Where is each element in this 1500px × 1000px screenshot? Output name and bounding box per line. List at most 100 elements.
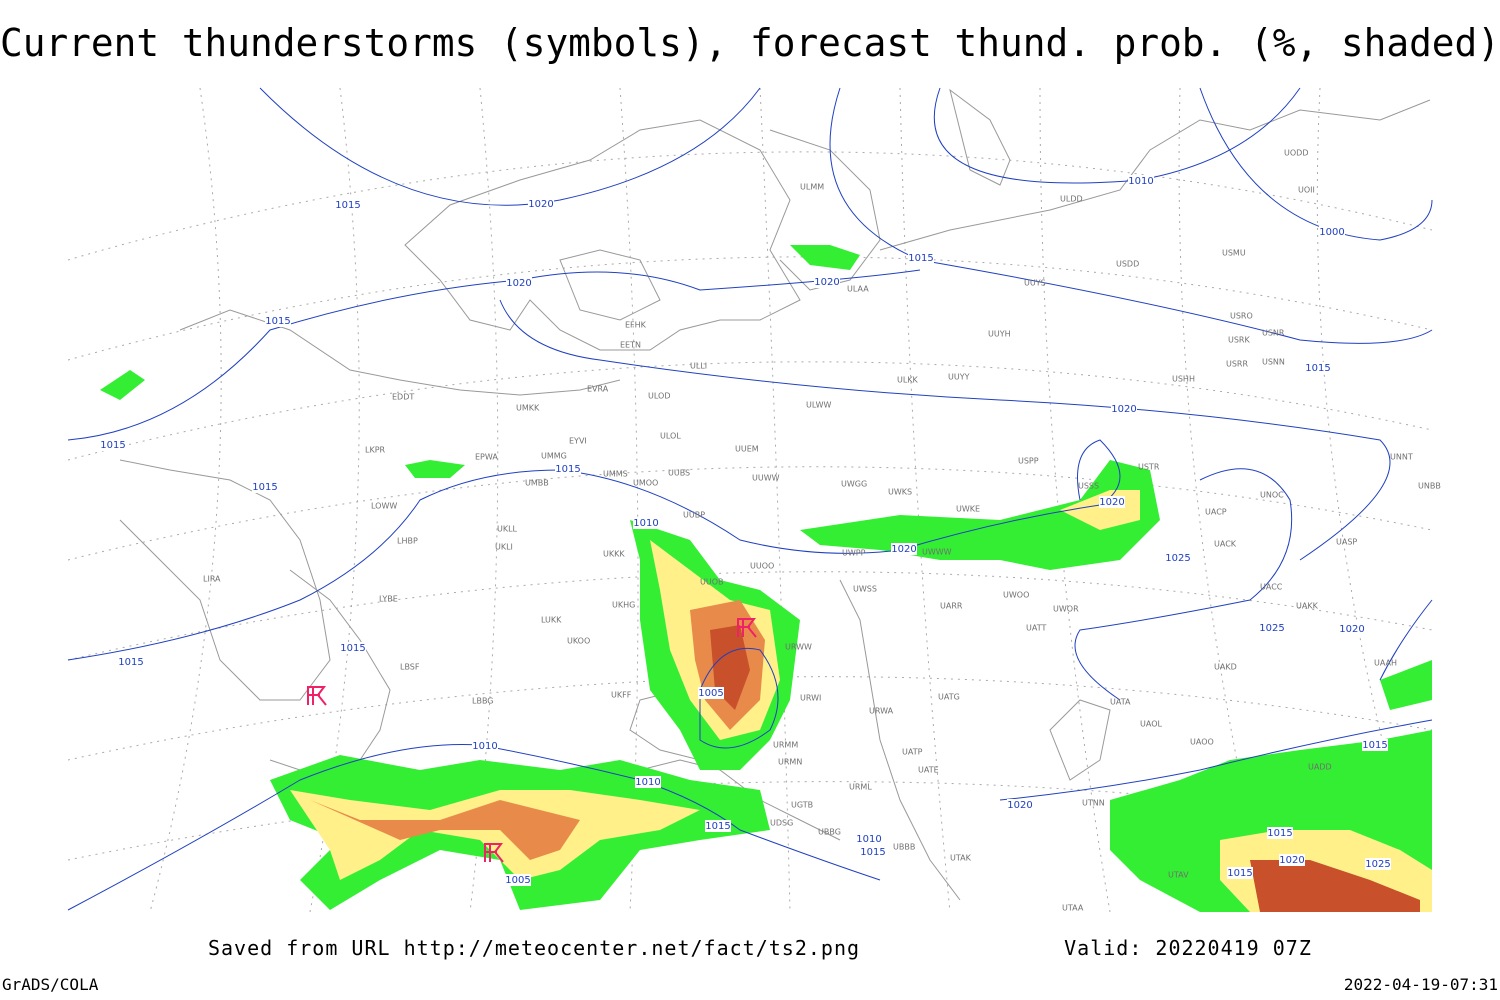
isobar-label-bg [528,198,554,210]
station-label: UBBB [893,843,915,852]
station-label: UNOC [1260,491,1284,500]
isobar-label-bg [1227,867,1253,879]
station-label: UAAH [1374,659,1397,668]
isobar-label-bg [1259,622,1285,634]
station-label: UKOO [567,637,590,646]
isobar-label: 1015 [705,821,730,832]
isobar [67,743,881,911]
isobar-label: 1015 [1227,868,1252,879]
station-label: UACK [1214,540,1237,549]
isobar [499,299,1391,561]
isobar-label: 1010 [856,834,881,845]
isobar-label: 1015 [1267,828,1292,839]
isobar-label-bg [1279,854,1305,866]
station-label: USTR [1138,463,1160,472]
probability-shading [1380,660,1432,710]
station-label: UBBG [818,828,841,837]
isobar-label: 1015 [265,316,290,327]
isobar-label: 1015 [1305,363,1330,374]
coastline [289,569,391,761]
isobar-label-bg [335,199,361,211]
station-label: UUEM [735,445,759,454]
station-label: UARR [940,602,963,611]
station-label: UUWW [752,474,780,483]
isobar-label: 1020 [1007,800,1032,811]
isobar-label-bg [340,642,366,654]
coastline [879,99,1431,251]
station-label: UMOO [633,479,658,488]
station-label: UWSS [853,585,877,594]
isobar-label: 1015 [1362,740,1387,751]
isobar-label: 1025 [1259,623,1284,634]
isobar-label-bg [1362,739,1388,751]
title: Current thunderstorms (symbols), forecas… [0,21,1500,65]
station-label: USPP [1018,457,1039,466]
station-label: UKLI [495,543,513,552]
station-label: UTAA [1062,904,1084,913]
probability-shading [310,800,580,860]
station-label: UODD [1284,149,1308,158]
isobar-label-bg [100,439,126,451]
graticule [67,466,1433,561]
station-label: EETN [620,341,641,350]
station-label: URML [849,783,872,792]
station-label: LIRA [203,575,221,584]
isobar-label-bg [1305,362,1331,374]
thunderstorm-symbol [484,843,504,863]
isobar [933,87,1301,184]
station-label: UADD [1308,763,1332,772]
station-label: UTAK [950,854,972,863]
station-label: UWOO [1003,591,1029,600]
station-label: UATT [1026,624,1046,633]
isobar-label: 1015 [555,464,580,475]
station-label: UUBS [668,469,690,478]
station-label: UUOB [700,578,724,587]
isobar-label: 1005 [505,875,530,886]
station-label: USRK [1228,336,1250,345]
station-label: ULKK [897,376,919,385]
isobar-label-bg [1099,496,1125,508]
graticule [67,781,1433,861]
isobar [1379,599,1433,681]
station-label: LUKK [541,616,562,625]
isobar-label-bg [856,833,882,845]
isobar-label: 1020 [891,544,916,555]
station-label: USMU [1222,249,1246,258]
isobar-label: 1020 [1111,404,1136,415]
isobar-label-bg [1267,827,1293,839]
isobar-label: 1010 [633,518,658,529]
station-label: USRR [1226,360,1248,369]
station-label: UNBB [1418,482,1441,491]
isobar [999,719,1433,801]
station-label: ULDD [1060,195,1083,204]
station-label: UUYH [988,330,1011,339]
coastline [559,249,661,321]
isobar-label-bg [1128,175,1154,187]
station-label: EFHK [625,321,647,330]
station-label: ULOL [660,432,681,441]
station-label: URMN [778,758,802,767]
station-label: UTNN [1082,799,1105,808]
isobar-label: 1000 [1319,227,1344,238]
station-label: ULAA [847,285,869,294]
isobar-label-bg [1339,623,1365,635]
station-label: LBBG [472,697,494,706]
isobar-label: 1020 [1339,624,1364,635]
station-label: EYVI [569,437,587,446]
station-label: ULWW [806,401,831,410]
isobar-label: 1010 [472,741,497,752]
station-label: URWW [785,643,812,652]
station-label: USNN [1262,358,1285,367]
station-label: URMM [773,741,798,750]
probability-shading [1250,860,1420,912]
isobar-label: 1015 [340,643,365,654]
isobar-label: 1015 [100,440,125,451]
coastline [404,119,801,351]
isobar [1074,468,1293,701]
station-label: UAOO [1190,738,1214,747]
coastline [949,88,1011,186]
probability-shading [790,245,860,270]
probability-shading [405,460,465,478]
isobar-label: 1015 [118,657,143,668]
